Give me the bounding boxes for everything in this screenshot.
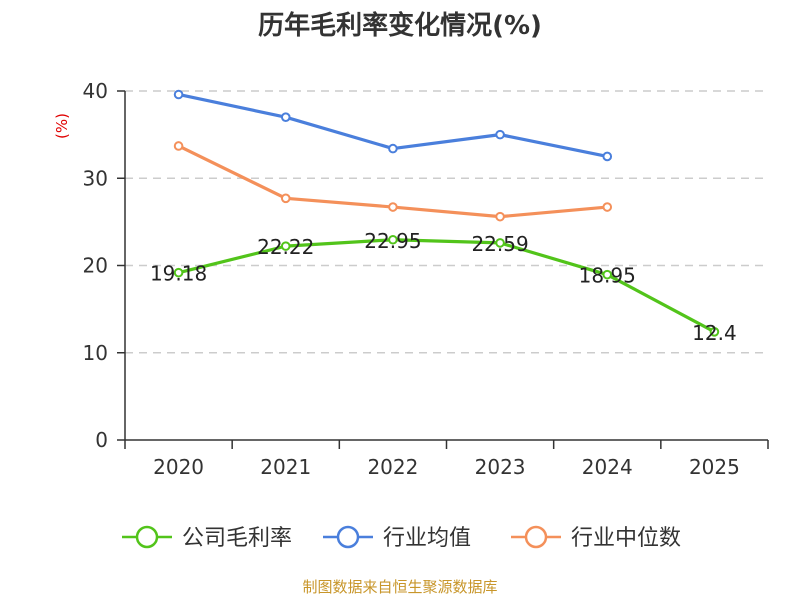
legend-marker (336, 525, 360, 549)
x-tick-label: 2023 (475, 455, 526, 479)
data-point (280, 193, 291, 204)
data-point (495, 211, 505, 222)
data-point (280, 241, 291, 251)
data-label: 22.59 (471, 232, 528, 256)
legend-marker (135, 525, 159, 549)
x-tick-label: 2020 (153, 455, 204, 479)
y-tick-label: 40 (83, 79, 108, 103)
data-point (495, 238, 505, 248)
data-point (388, 143, 398, 154)
series-layer (173, 89, 720, 337)
data-label: 12.4 (692, 321, 737, 345)
y-axis-unit-label: (%) (53, 113, 71, 139)
data-label: 19.18 (150, 262, 207, 286)
data-label: 18.95 (579, 264, 636, 288)
legend-label: 行业中位数 (571, 526, 681, 551)
x-tick-label: 2024 (582, 455, 633, 479)
x-tick-label: 2021 (260, 455, 311, 479)
data-point (173, 267, 184, 278)
y-tick-label: 20 (83, 254, 108, 278)
data-point (173, 89, 184, 100)
x-tick-label: 2022 (367, 455, 418, 479)
data-label: 22.22 (257, 235, 314, 259)
y-tick-label: 0 (95, 428, 108, 452)
data-point (495, 129, 505, 140)
source-note: 制图数据来自恒生聚源数据库 (302, 578, 497, 596)
legend-label: 行业均值 (383, 526, 471, 551)
x-tick-label: 2025 (689, 455, 740, 479)
data-point (602, 269, 613, 280)
data-point (280, 112, 291, 122)
data-point (602, 202, 613, 212)
legend: 公司毛利率 行业均值 行业中位数 (122, 525, 681, 551)
gridlines (125, 90, 768, 354)
legend-item[interactable]: 行业均值 (323, 525, 471, 551)
data-label: 22.95 (364, 229, 421, 253)
legend-marker (524, 525, 548, 549)
legend-item[interactable]: 公司毛利率 (122, 525, 292, 551)
y-tick-label: 30 (83, 166, 108, 190)
chart-title: 历年毛利率变化情况(%) (258, 10, 542, 41)
data-point (709, 327, 720, 337)
y-tick-label: 10 (83, 341, 108, 365)
data-point (602, 151, 613, 162)
data-point (173, 141, 184, 151)
legend-label: 公司毛利率 (182, 526, 292, 551)
data-labels: 19.18 22.22 22.95 22.59 18.95 12.4 (150, 229, 737, 345)
series-line (178, 238, 716, 334)
axes: 0 10 20 30 40 2020 2021 2022 2023 2024 2025 (83, 79, 769, 479)
legend-item[interactable]: 行业中位数 (511, 525, 681, 551)
data-point (388, 234, 398, 245)
data-point (388, 202, 398, 212)
